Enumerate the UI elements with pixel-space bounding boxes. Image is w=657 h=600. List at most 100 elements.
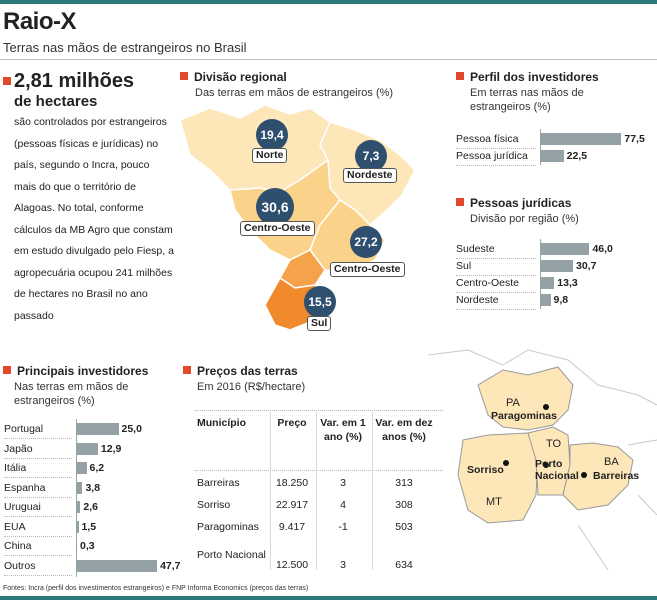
bar-row: Pessoa jurídica 22,5 — [456, 149, 657, 163]
bar-value-label: 1,5 — [81, 520, 97, 533]
accent-square — [3, 366, 11, 374]
city-dot-barreiras — [581, 472, 587, 478]
cell-municipio: Barreiras — [197, 476, 240, 489]
regional-title: Divisão regional — [194, 70, 287, 84]
bar-value-label: 13,3 — [557, 277, 578, 289]
city-dot-sorriso — [503, 460, 509, 466]
bar-row: Outros 47,7 — [4, 559, 201, 573]
row-separator — [456, 148, 536, 149]
bubble-centro-oeste-2: 27,2 — [350, 226, 382, 258]
state-ba — [562, 442, 634, 511]
city-label-barreiras: Barreiras — [593, 470, 640, 482]
regional-subtitle: Das terras em mãos de estrangeiros (%) — [195, 87, 394, 99]
col-municipio: Município — [197, 417, 246, 429]
bubble-sul: 15,5 — [304, 286, 336, 318]
table-col-divider — [372, 412, 373, 570]
precos-subtitle: Em 2016 (R$/hectare) — [197, 381, 306, 393]
state-label-mt: MT — [486, 496, 502, 508]
bar — [540, 294, 551, 306]
cell-preco: 18.250 — [275, 476, 309, 489]
row-separator — [4, 516, 72, 517]
cell-var-1ano: 3 — [340, 476, 346, 489]
table-row: Paragominas 9.417 -1 503 — [195, 516, 437, 538]
cell-municipio: Paragominas — [197, 520, 259, 533]
col-var-1ano: Var. em 1 ano (%) — [320, 417, 366, 443]
accent-square — [456, 72, 464, 80]
city-dot-paragominas — [543, 404, 549, 410]
bar-value-label: 77,5 — [624, 133, 645, 145]
cell-preco: 22.917 — [275, 498, 309, 511]
investidores-heading: Principais investidores — [3, 364, 148, 378]
page-subtitle: Terras nas mãos de estrangeiros no Brasi… — [3, 40, 247, 55]
lede-number: 2,81 milhões — [14, 70, 135, 92]
bar — [76, 423, 119, 435]
cell-preco: 9.417 — [278, 520, 306, 533]
bar-label: Sudeste — [456, 243, 495, 255]
investidores-subtitle: Nas terras em mãos de estrangeiros (%) — [14, 381, 129, 407]
city-dot-porto-nacional — [543, 462, 549, 468]
table-col-divider — [270, 412, 271, 570]
row-separator — [4, 574, 72, 576]
bubble-nordeste: 7,3 — [355, 140, 387, 172]
bar-row: Pessoa física 77,5 — [456, 132, 657, 146]
header-divider — [0, 59, 657, 60]
bubble-norte: 19,4 — [256, 119, 288, 151]
city-label-porto-nacional: Porto Nacional — [535, 458, 579, 482]
bar-value-label: 46,0 — [592, 243, 613, 255]
bar — [76, 559, 158, 572]
bar-label: China — [4, 540, 32, 552]
tag-nordeste: Nordeste — [343, 168, 397, 183]
cell-var-1ano: 4 — [340, 498, 346, 511]
bar-label: Itália — [4, 462, 27, 474]
perfil-title: Perfil dos investidores — [470, 70, 599, 84]
cell-var-1ano: -1 — [338, 520, 348, 533]
bar-label: Pessoa jurídica — [456, 150, 528, 162]
city-label-paragominas: Paragominas — [491, 410, 557, 422]
cell-preco: 12.500 — [275, 559, 309, 571]
bar — [76, 481, 83, 494]
cell-var-10anos: 503 — [395, 520, 413, 533]
accent-square — [456, 198, 464, 206]
bar-value-label: 25,0 — [121, 423, 142, 435]
bar-label: Outros — [4, 559, 36, 572]
col-preco: Preço — [277, 417, 307, 429]
tag-centro-oeste: Centro-Oeste — [240, 221, 315, 236]
tag-centro-oeste-2: Centro-Oeste — [330, 262, 405, 277]
bar-label: Centro-Oeste — [456, 277, 520, 289]
row-separator — [4, 438, 72, 439]
bar-value-label: 22,5 — [566, 150, 588, 162]
tag-norte: Norte — [252, 148, 288, 163]
row-separator — [4, 496, 72, 498]
bar-row: Espanha 3,8 — [4, 481, 201, 495]
bar-axis — [540, 239, 541, 309]
perfil-heading: Perfil dos investidores — [456, 70, 599, 84]
bar-label: Pessoa física — [456, 133, 519, 145]
footer-sources: Fontes: Incra (perfil dos investimentos … — [3, 585, 309, 592]
bar-label: Nordeste — [456, 294, 499, 306]
table-row: Porto Nacional 12.500 3 634 — [195, 538, 437, 572]
tag-sul: Sul — [307, 316, 332, 331]
bubble-centro-oeste: 30,6 — [256, 188, 294, 226]
bar-row: Japão 12,9 — [4, 442, 201, 456]
juridicas-subtitle: Divisão por região (%) — [470, 213, 579, 225]
row-separator — [456, 258, 536, 259]
bar-value-label: 0,3 — [80, 540, 95, 552]
page-title: Raio-X — [3, 8, 77, 35]
bar-label: Espanha — [4, 481, 46, 494]
cell-var-10anos: 313 — [395, 476, 413, 489]
cell-var-10anos: 634 — [395, 559, 413, 571]
state-label-to: TO — [546, 438, 562, 450]
row-separator — [456, 309, 536, 310]
accent-square — [3, 77, 11, 85]
bar — [540, 260, 573, 272]
cell-var-1ano: 3 — [340, 559, 346, 571]
cell-municipio: Sorriso — [197, 498, 231, 511]
bar-label: Japão — [4, 442, 33, 455]
row-separator — [4, 535, 72, 537]
bar — [540, 150, 564, 162]
state-mt — [457, 432, 539, 524]
bar — [540, 243, 590, 255]
bar — [540, 133, 622, 145]
table-header-rule — [195, 470, 443, 471]
bar — [76, 442, 98, 455]
